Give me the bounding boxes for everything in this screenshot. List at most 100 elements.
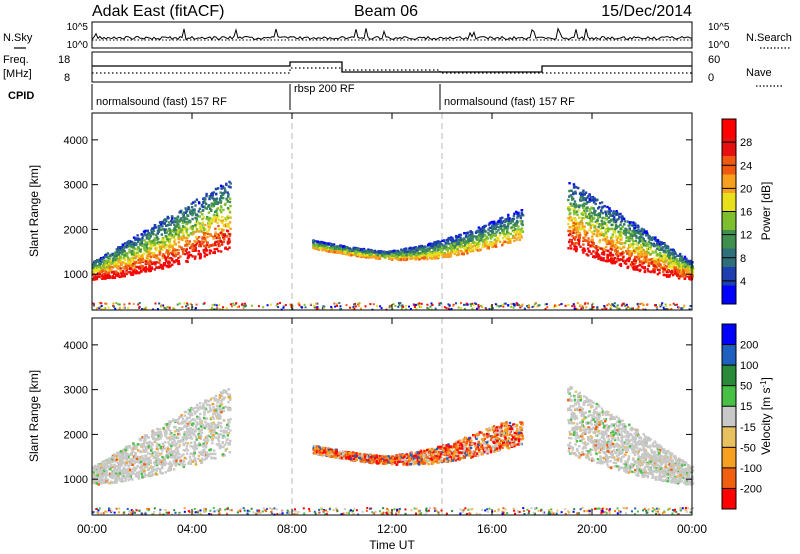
clutter-point xyxy=(580,307,583,310)
clutter-point xyxy=(653,508,656,511)
echo-point xyxy=(487,228,490,231)
echo-point xyxy=(619,264,623,268)
echo-point xyxy=(432,251,436,255)
echo-point xyxy=(166,264,169,267)
echo-point xyxy=(437,252,440,255)
echo-point xyxy=(610,255,613,259)
clutter-point xyxy=(564,304,567,307)
echo-point xyxy=(153,243,157,246)
echo-point xyxy=(139,248,142,251)
echo-point xyxy=(517,225,520,228)
echo-point xyxy=(94,274,97,277)
echo-point xyxy=(428,250,432,254)
echo-point xyxy=(131,241,135,244)
echo-point xyxy=(210,192,213,196)
echo-point xyxy=(96,272,100,275)
echo-point xyxy=(128,240,132,243)
clutter-point xyxy=(450,307,453,310)
clutter-point xyxy=(373,512,376,515)
echo-point xyxy=(198,243,202,246)
clutter-point xyxy=(537,509,540,512)
echo-point xyxy=(645,253,649,256)
echo-point xyxy=(618,213,621,216)
echo-point xyxy=(463,245,466,248)
echo-point xyxy=(170,229,174,233)
echo-point xyxy=(665,266,669,270)
echo-point xyxy=(649,252,653,256)
echo-point xyxy=(360,255,363,258)
echo-point xyxy=(207,217,210,220)
echo-point xyxy=(513,212,516,215)
clutter-point xyxy=(665,304,668,307)
echo-point xyxy=(689,276,692,279)
echo-point xyxy=(676,264,679,267)
echo-point xyxy=(337,251,341,254)
echo-point xyxy=(634,239,638,243)
echo-point xyxy=(104,276,108,279)
clutter-point xyxy=(284,304,287,307)
clutter-point xyxy=(288,512,291,515)
clutter-point xyxy=(625,303,628,306)
clutter-point xyxy=(298,304,301,307)
echo-point xyxy=(453,244,457,247)
echo-point xyxy=(123,272,126,276)
echo-point xyxy=(509,232,512,236)
echo-point xyxy=(583,225,586,228)
echo-point xyxy=(509,221,512,225)
echo-point xyxy=(601,205,604,209)
echo-point xyxy=(111,262,114,265)
echo-point xyxy=(215,208,219,211)
echo-point xyxy=(170,244,174,248)
echo-point xyxy=(520,209,523,212)
echo-point xyxy=(177,229,180,232)
echo-point xyxy=(178,262,181,266)
echo-point xyxy=(493,238,497,241)
echo-point xyxy=(611,248,614,251)
clutter-point xyxy=(520,304,523,307)
echo-point xyxy=(455,243,458,246)
echo-point xyxy=(641,236,644,240)
clutter-point xyxy=(145,308,148,311)
echo-point xyxy=(616,250,619,253)
clutter-point xyxy=(433,507,436,510)
echo-point xyxy=(503,223,506,227)
echo-point xyxy=(115,255,118,258)
echo-point xyxy=(643,266,647,269)
echo-point xyxy=(634,261,637,264)
echo-point xyxy=(361,254,365,257)
echo-point xyxy=(685,257,688,261)
echo-point xyxy=(131,264,134,267)
clutter-point xyxy=(502,507,505,510)
clutter-point xyxy=(115,302,118,305)
clutter-point xyxy=(675,303,678,306)
echo-point xyxy=(573,228,576,232)
echo-point xyxy=(394,256,397,260)
echo-point xyxy=(490,229,493,233)
echo-point xyxy=(448,255,451,258)
echo-point xyxy=(586,239,589,243)
echo-point xyxy=(208,245,211,249)
echo-point xyxy=(578,231,581,235)
echo-point xyxy=(467,247,470,250)
echo-point xyxy=(653,269,656,272)
echo-point xyxy=(215,212,219,215)
echo-point xyxy=(582,251,585,254)
echo-point xyxy=(677,254,680,257)
echo-point xyxy=(577,209,580,212)
echo-point xyxy=(573,200,577,203)
echo-point xyxy=(648,258,652,262)
clutter-point xyxy=(635,308,638,311)
echo-point xyxy=(650,270,654,273)
echo-point xyxy=(225,223,229,226)
echo-point xyxy=(150,261,154,264)
clutter-point xyxy=(518,304,521,307)
clutter-point xyxy=(630,307,633,310)
echo-point xyxy=(506,241,510,244)
echo-point xyxy=(687,264,690,268)
echo-point xyxy=(506,215,510,219)
clutter-point xyxy=(146,507,149,510)
echo-point xyxy=(335,247,338,251)
echo-point xyxy=(574,203,578,206)
echo-point xyxy=(626,251,629,255)
